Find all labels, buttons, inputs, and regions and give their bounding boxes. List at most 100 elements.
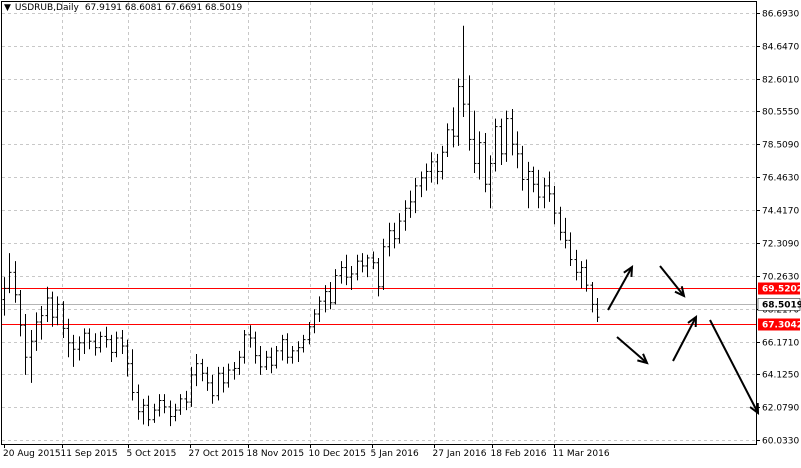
price-bar: [71, 334, 76, 367]
price-bar: [429, 152, 434, 183]
y-tick-label: 78.5090: [762, 141, 799, 151]
forecast-arrow[interactable]: [672, 314, 698, 362]
price-bar: [413, 177, 418, 214]
price-bar: [194, 354, 199, 387]
plot-frame: [1, 1, 757, 445]
price-bar: [365, 254, 370, 278]
price-bar: [419, 171, 424, 198]
time-axis[interactable]: 20 Aug 2015 11 Sep 2015 5 Oct 2015 27 Oct 2…: [3, 444, 610, 459]
price-bar: [568, 232, 573, 266]
price-bar: [77, 336, 82, 361]
price-bar: [376, 257, 381, 297]
price-bar: [344, 254, 349, 286]
price-bar: [536, 169, 541, 209]
y-tick-label: 74.4170: [762, 207, 799, 217]
price-bar: [456, 78, 461, 146]
price-bar: [146, 395, 151, 427]
price-bar: [7, 253, 12, 294]
price-bar: [371, 251, 376, 270]
price-bar: [328, 281, 333, 310]
forecast-arrow[interactable]: [709, 319, 760, 416]
dropdown-triangle-icon[interactable]: ▼: [4, 3, 11, 13]
x-tick-label: 11 Mar 2016: [553, 449, 610, 459]
price-bar: [50, 291, 55, 327]
price-bar: [242, 330, 247, 364]
price-bar: [552, 185, 557, 225]
price-bar: [590, 281, 595, 313]
forecast-arrow[interactable]: [607, 264, 634, 311]
x-tick-label: 18 Nov 2015: [247, 449, 305, 459]
price-bar: [125, 339, 130, 377]
price-bar: [152, 403, 157, 423]
x-tick-label: 5 Oct 2015: [127, 449, 177, 459]
price-bar: [274, 346, 279, 369]
current-price-box: [757, 298, 801, 311]
price-bar: [61, 301, 66, 339]
x-tick-label: 10 Dec 2015: [309, 449, 367, 459]
price-bar: [397, 213, 402, 244]
x-tick-label: 27 Jan 2016: [433, 449, 487, 459]
y-tick-label: 76.4630: [762, 174, 799, 184]
price-bar: [173, 403, 178, 422]
x-tick-label: 20 Aug 2015: [3, 449, 61, 459]
price-bar: [55, 296, 60, 326]
price-bar: [296, 341, 301, 363]
price-bar: [360, 253, 365, 273]
forecast-arrow[interactable]: [616, 336, 649, 365]
price-bar: [189, 366, 194, 407]
chart-header: ▼ USDRUB,Daily 67.9191 68.6081 67.6691 68.…: [4, 3, 242, 13]
y-tick-label: 64.1250: [762, 371, 799, 381]
price-bar: [531, 166, 536, 193]
price-bar: [45, 286, 50, 323]
price-bar: [424, 163, 429, 191]
x-tick-label: 27 Oct 2015: [189, 449, 245, 459]
price-bar: [184, 390, 189, 411]
price-bar: [301, 334, 306, 353]
price-bar: [93, 333, 98, 356]
x-tick-label: 5 Jan 2016: [371, 449, 419, 459]
price-bar: [312, 309, 317, 334]
price-bar: [162, 394, 167, 414]
price-bar: [178, 394, 183, 415]
y-tick-label: 62.0790: [762, 404, 799, 414]
price-bar: [120, 330, 125, 355]
price-bar: [451, 107, 456, 148]
price-bar: [381, 238, 386, 290]
price-axis[interactable]: 86.6930 84.6470 82.6010 80.5550 78.5090 76.46…: [756, 10, 801, 447]
price-bar: [23, 313, 28, 375]
x-tick-label: 18 Feb 2016: [491, 449, 547, 459]
price-bar: [168, 400, 173, 427]
y-tick-label: 72.3090: [762, 240, 799, 250]
price-bar: [237, 350, 242, 375]
price-bar: [98, 331, 103, 353]
price-bar: [253, 331, 258, 364]
price-bar: [141, 398, 146, 425]
price-bar: [200, 358, 205, 382]
price-bar: [520, 145, 525, 191]
price-bar: [29, 330, 34, 383]
price-bar: [387, 222, 392, 257]
price-bar: [339, 261, 344, 284]
price-bar: [408, 190, 413, 218]
price-bar: [493, 118, 498, 172]
price-bar: [248, 325, 253, 348]
price-bar: [221, 366, 226, 393]
price-bar: [226, 363, 231, 388]
price-bar: [285, 333, 290, 364]
price-bar: [157, 394, 162, 417]
price-bar: [2, 277, 7, 316]
price-bar: [461, 25, 466, 117]
price-bar: [210, 374, 215, 404]
forecast-arrow[interactable]: [659, 265, 686, 298]
price-bar: [392, 222, 397, 249]
price-bar: [130, 349, 135, 401]
price-bar: [18, 289, 23, 337]
price-bar: [82, 328, 87, 355]
price-bar: [510, 108, 515, 156]
price-bar: [504, 110, 509, 162]
price-bar: [558, 206, 563, 241]
y-tick-label: 60.0330: [762, 437, 799, 447]
level-label-box: [758, 282, 800, 295]
